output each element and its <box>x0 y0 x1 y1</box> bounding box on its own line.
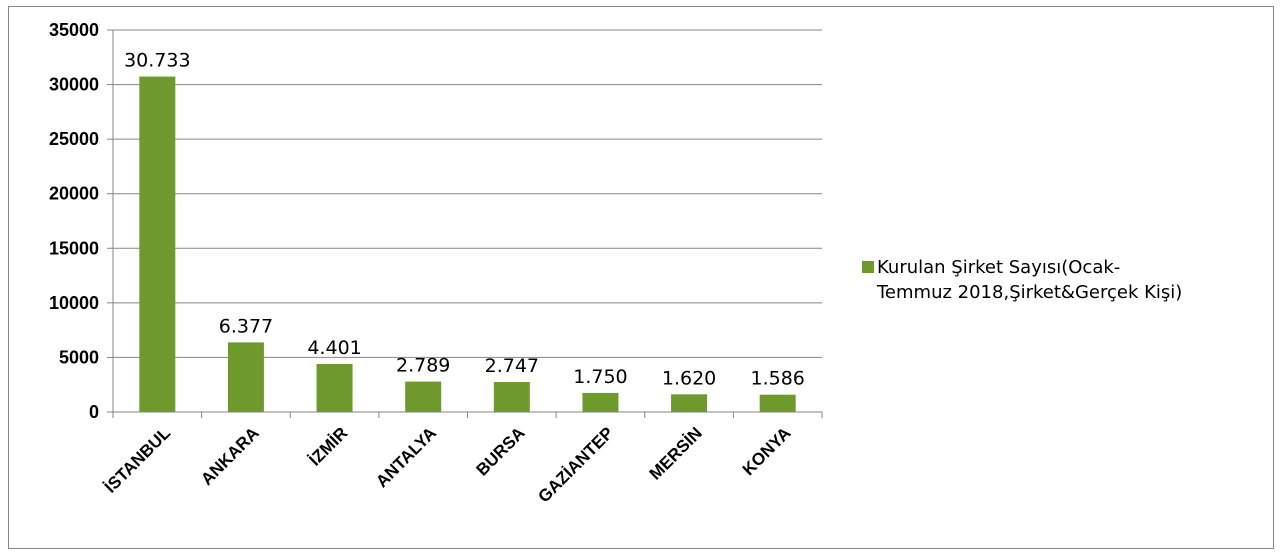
axes <box>107 29 823 418</box>
bar <box>582 392 619 412</box>
bar <box>227 342 264 412</box>
data-label: 2.789 <box>396 355 450 377</box>
bars <box>139 76 796 412</box>
data-label: 4.401 <box>307 337 361 359</box>
legend-label-line-2: Temmuz 2018,Şirket&Gerçek Kişi) <box>877 282 1183 303</box>
x-tick-label: KONYA <box>739 423 795 479</box>
data-label: 2.747 <box>485 355 539 377</box>
bar <box>759 394 796 412</box>
bar <box>316 363 353 412</box>
y-tick-label: 10000 <box>49 293 99 313</box>
data-label: 1.620 <box>662 367 716 389</box>
legend-label-line-1: Kurulan Şirket Sayısı(Ocak- <box>877 257 1121 278</box>
y-tick-label: 5000 <box>59 347 99 367</box>
data-label: 1.750 <box>573 366 627 388</box>
x-tick-label: ANTALYA <box>372 423 440 491</box>
bar <box>671 394 708 412</box>
x-tick-label: İSTANBUL <box>101 423 174 496</box>
y-tick-label: 25000 <box>49 129 99 149</box>
y-tick-labels: 0 5000 10000 15000 20000 25000 30000 35000 <box>49 20 99 422</box>
data-labels: 30.733 6.377 4.401 2.789 2.747 1.750 1.620 1.58… <box>124 50 805 390</box>
y-tick-label: 35000 <box>49 20 99 40</box>
legend-swatch <box>862 261 874 273</box>
x-tick-label: İZMİR <box>305 423 351 469</box>
x-tick-label: GAZİANTEP <box>534 423 617 506</box>
data-label: 6.377 <box>219 315 273 337</box>
y-tick-label: 30000 <box>49 75 99 95</box>
x-tick-label: ANKARA <box>197 423 263 489</box>
chart-area <box>8 6 1274 549</box>
y-tick-label: 0 <box>89 402 99 422</box>
gridlines <box>113 29 822 358</box>
y-tick-label: 15000 <box>49 238 99 258</box>
y-tick-label: 20000 <box>49 184 99 204</box>
x-tick-labels: İSTANBUL ANKARA İZMİR ANTALYA BURSA GAZİANTEP… <box>101 423 795 506</box>
legend-entry: Kurulan Şirket Sayısı(Ocak- Temmuz 2018,… <box>877 255 1257 305</box>
data-label: 30.733 <box>124 50 190 72</box>
data-label: 1.586 <box>750 368 804 390</box>
x-tick-label: MERSİN <box>646 423 706 483</box>
bar <box>405 381 442 412</box>
bar <box>493 382 530 412</box>
bar <box>139 76 176 412</box>
x-tick-label: BURSA <box>472 423 528 479</box>
